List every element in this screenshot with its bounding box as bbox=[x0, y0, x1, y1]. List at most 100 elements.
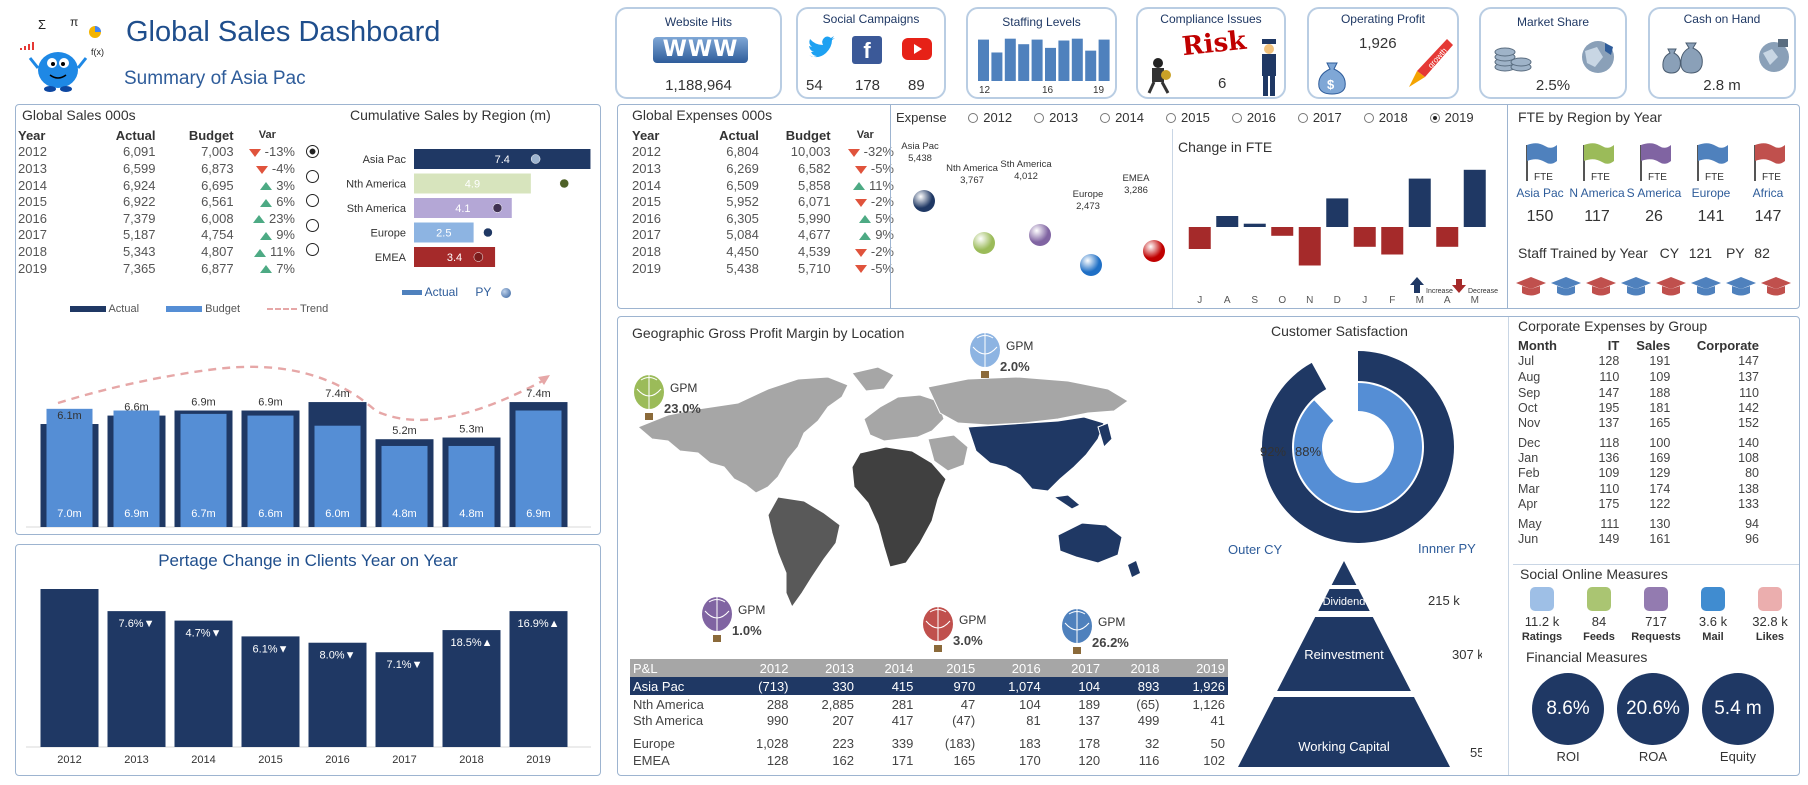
flag-icon: FTE bbox=[1526, 143, 1557, 183]
year-radio[interactable] bbox=[1231, 112, 1242, 123]
client-label: 8.0%▼ bbox=[320, 650, 356, 662]
budget-bar bbox=[448, 445, 495, 527]
month-label: D bbox=[1334, 295, 1341, 306]
social-label: Mail bbox=[1702, 631, 1724, 643]
flag-icon: FTE bbox=[1583, 143, 1614, 183]
pnl-cell: 32 bbox=[1144, 736, 1160, 751]
region-fte-value: 147 bbox=[1754, 208, 1782, 225]
budget-cell: 6,877 bbox=[201, 260, 234, 276]
grad-cap-icon bbox=[1656, 277, 1686, 289]
pnl-cell: 223 bbox=[832, 736, 855, 751]
staff-bar bbox=[1098, 39, 1110, 81]
expense-year-option[interactable]: 2017 bbox=[1297, 110, 1342, 125]
flag-cloth bbox=[1698, 143, 1728, 164]
year-radio[interactable] bbox=[1100, 112, 1111, 123]
pnl-cell: 1,074 bbox=[1008, 678, 1041, 694]
expense-year-option[interactable]: 2014 bbox=[1100, 110, 1144, 125]
expense-year-option[interactable]: 2018 bbox=[1363, 110, 1408, 125]
financial-item: 5.4 m Equity bbox=[1698, 673, 1778, 764]
pnl-cell: 116 bbox=[1138, 752, 1160, 768]
year-label: 2019 bbox=[1444, 110, 1474, 125]
financial-label: ROI bbox=[1556, 749, 1580, 764]
budget-label: 4.8m bbox=[392, 508, 416, 520]
balloon-basket bbox=[713, 635, 721, 642]
year-radio[interactable] bbox=[968, 112, 979, 123]
satisfaction-title: Customer Satisfaction bbox=[1271, 323, 1408, 339]
pnl-table: P&L 2012 2013 2014 2015 2016 2017 2018 2019 Asia … bbox=[630, 659, 1228, 769]
pnl-cell: (47) bbox=[952, 713, 976, 728]
year-label: 2013 bbox=[1049, 110, 1079, 125]
region-value: 2.5 bbox=[436, 228, 451, 240]
month-label: M bbox=[1471, 295, 1479, 306]
var-value: 6% bbox=[276, 194, 295, 210]
year-cell: 2016 bbox=[632, 210, 661, 226]
expense-year-option[interactable]: 2013 bbox=[1034, 110, 1078, 125]
social-title: Social Online Measures bbox=[1520, 566, 1668, 582]
inner-pct: 88% bbox=[1295, 444, 1322, 459]
table-row: Jan 136 169 108 bbox=[1516, 450, 1761, 466]
var-cell: 3% bbox=[236, 177, 299, 194]
region-radio[interactable] bbox=[306, 218, 319, 232]
year-radio[interactable] bbox=[1297, 112, 1308, 123]
page-subtitle: Summary of Asia Pac bbox=[124, 68, 306, 89]
gpm-value: 2.0% bbox=[1000, 359, 1030, 374]
region-fte-value: 26 bbox=[1645, 208, 1663, 225]
bubble-name: Sth America bbox=[1000, 159, 1052, 170]
corp-cell: 147 bbox=[1598, 385, 1620, 400]
pnl-cell: 162 bbox=[832, 752, 855, 768]
inner-py-label: Innner PY bbox=[1418, 541, 1476, 556]
expense-year-option[interactable]: 2019 bbox=[1429, 110, 1474, 125]
table-row: Jul 128 191 147 bbox=[1516, 354, 1761, 370]
year-radio[interactable] bbox=[1165, 112, 1176, 123]
corp-cell: May bbox=[1518, 516, 1542, 531]
pnl-row: Nth America 288 2,885 281 47 104 189 (65) 1,126 bbox=[630, 695, 1228, 713]
cumulative-legend: Actual PY bbox=[402, 285, 511, 299]
year-radio[interactable] bbox=[1034, 112, 1045, 123]
expense-year-option[interactable]: 2016 bbox=[1231, 110, 1276, 125]
expenses-title: Global Expenses 000s bbox=[632, 107, 773, 123]
year-radio[interactable] bbox=[1429, 112, 1440, 123]
kpi-title: Social Campaigns bbox=[822, 12, 920, 26]
region-radio[interactable] bbox=[306, 169, 319, 183]
budget-cell: 4,677 bbox=[798, 227, 831, 243]
region-name: N America bbox=[1569, 186, 1625, 200]
region-bar bbox=[414, 247, 496, 267]
corp-cell: 109 bbox=[1649, 369, 1671, 384]
pnl-cell: 281 bbox=[891, 696, 914, 712]
balloon-basket bbox=[645, 413, 653, 420]
region-radio[interactable] bbox=[306, 243, 319, 256]
balloon-lines bbox=[1064, 609, 1090, 643]
staff-bar bbox=[991, 52, 1003, 81]
pnl-cell: 415 bbox=[891, 678, 914, 694]
corp-cell: 109 bbox=[1598, 466, 1620, 481]
expenses-panel: Global Expenses 000s Year Actual Budget … bbox=[617, 104, 1800, 309]
budget-cell: 5,710 bbox=[798, 260, 831, 276]
arrow-down-icon bbox=[248, 148, 261, 157]
logo-sigma: Σ bbox=[38, 17, 46, 32]
pnl-cell: Nth America bbox=[633, 696, 704, 712]
year-label: 2012 bbox=[983, 110, 1013, 125]
actual-label: 6.6m bbox=[124, 402, 148, 414]
expense-year-option[interactable]: 2015 bbox=[1165, 110, 1210, 125]
year-label: 2018 bbox=[1378, 110, 1408, 125]
corp-cell: Jan bbox=[1518, 450, 1539, 465]
region-radio[interactable] bbox=[306, 145, 319, 158]
flag-fte-label: FTE bbox=[1534, 172, 1553, 183]
table-row: 2016 6,305 5,990 5% bbox=[630, 210, 898, 227]
actual-cell: 7,379 bbox=[122, 210, 156, 226]
var-cell: -13% bbox=[236, 144, 299, 161]
arrow-up-icon bbox=[260, 182, 273, 191]
region-radio[interactable] bbox=[306, 194, 319, 207]
staff-bar bbox=[1018, 44, 1030, 81]
year-radio[interactable] bbox=[1363, 112, 1374, 123]
budget-cell: 4,754 bbox=[201, 227, 234, 243]
www-icon: WWW bbox=[653, 37, 748, 63]
corp-cell: Nov bbox=[1518, 415, 1541, 430]
client-label: 7.6%▼ bbox=[119, 618, 155, 630]
pnl-cell: 137 bbox=[1078, 713, 1101, 728]
actual-cell: 6,091 bbox=[122, 144, 156, 160]
col-header: Year bbox=[18, 127, 46, 143]
budget-label: 6.6m bbox=[258, 508, 282, 520]
expense-year-option[interactable]: 2012 bbox=[968, 110, 1012, 125]
outer-cy-label: Outer CY bbox=[1228, 542, 1283, 557]
